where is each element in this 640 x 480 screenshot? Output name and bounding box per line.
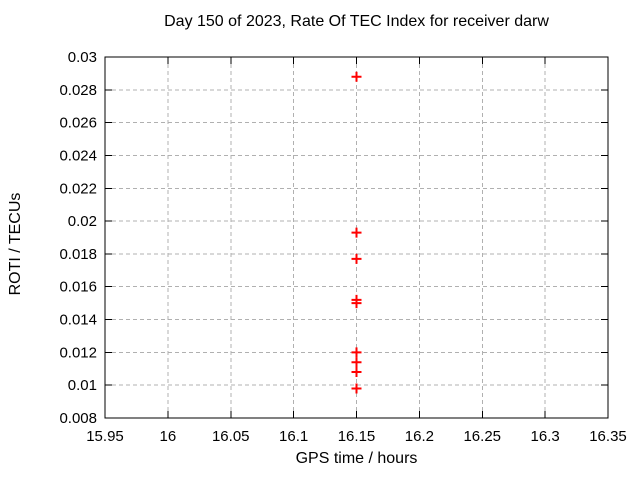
chart-title: Day 150 of 2023, Rate Of TEC Index for r… xyxy=(164,13,549,30)
x-tick-label: 16.3 xyxy=(531,428,560,445)
y-tick-label: 0.014 xyxy=(59,312,97,329)
y-axis-title: ROTI / TECUs xyxy=(7,192,24,296)
y-tick-label: 0.01 xyxy=(68,377,97,394)
data-point xyxy=(351,383,362,394)
data-point xyxy=(351,253,362,264)
x-tick-label: 16.35 xyxy=(589,428,627,445)
x-tick-label: 16.25 xyxy=(463,428,501,445)
x-tick-label: 16.15 xyxy=(338,428,376,445)
y-tick-label: 0.012 xyxy=(59,344,97,361)
x-tick-label: 16.1 xyxy=(279,428,308,445)
data-point xyxy=(351,227,362,238)
x-axis-title: GPS time / hours xyxy=(295,450,418,467)
data-point xyxy=(351,357,362,368)
y-tick-label: 0.02 xyxy=(68,213,97,230)
x-tick-label: 16.05 xyxy=(212,428,250,445)
x-tick-label: 16.2 xyxy=(405,428,434,445)
y-tick-label: 0.026 xyxy=(59,115,97,132)
x-tick-label: 16 xyxy=(160,428,177,445)
y-tick-label: 0.024 xyxy=(59,147,97,164)
y-tick-label: 0.008 xyxy=(59,410,97,427)
data-point xyxy=(351,367,362,378)
data-point xyxy=(351,298,362,309)
y-tick-label: 0.018 xyxy=(59,246,97,263)
y-tick-label: 0.022 xyxy=(59,180,97,197)
x-tick-label: 15.95 xyxy=(86,428,124,445)
y-tick-label: 0.03 xyxy=(68,49,97,66)
data-point xyxy=(351,347,362,358)
data-point xyxy=(351,71,362,82)
y-tick-label: 0.016 xyxy=(59,279,97,296)
y-tick-label: 0.028 xyxy=(59,82,97,99)
